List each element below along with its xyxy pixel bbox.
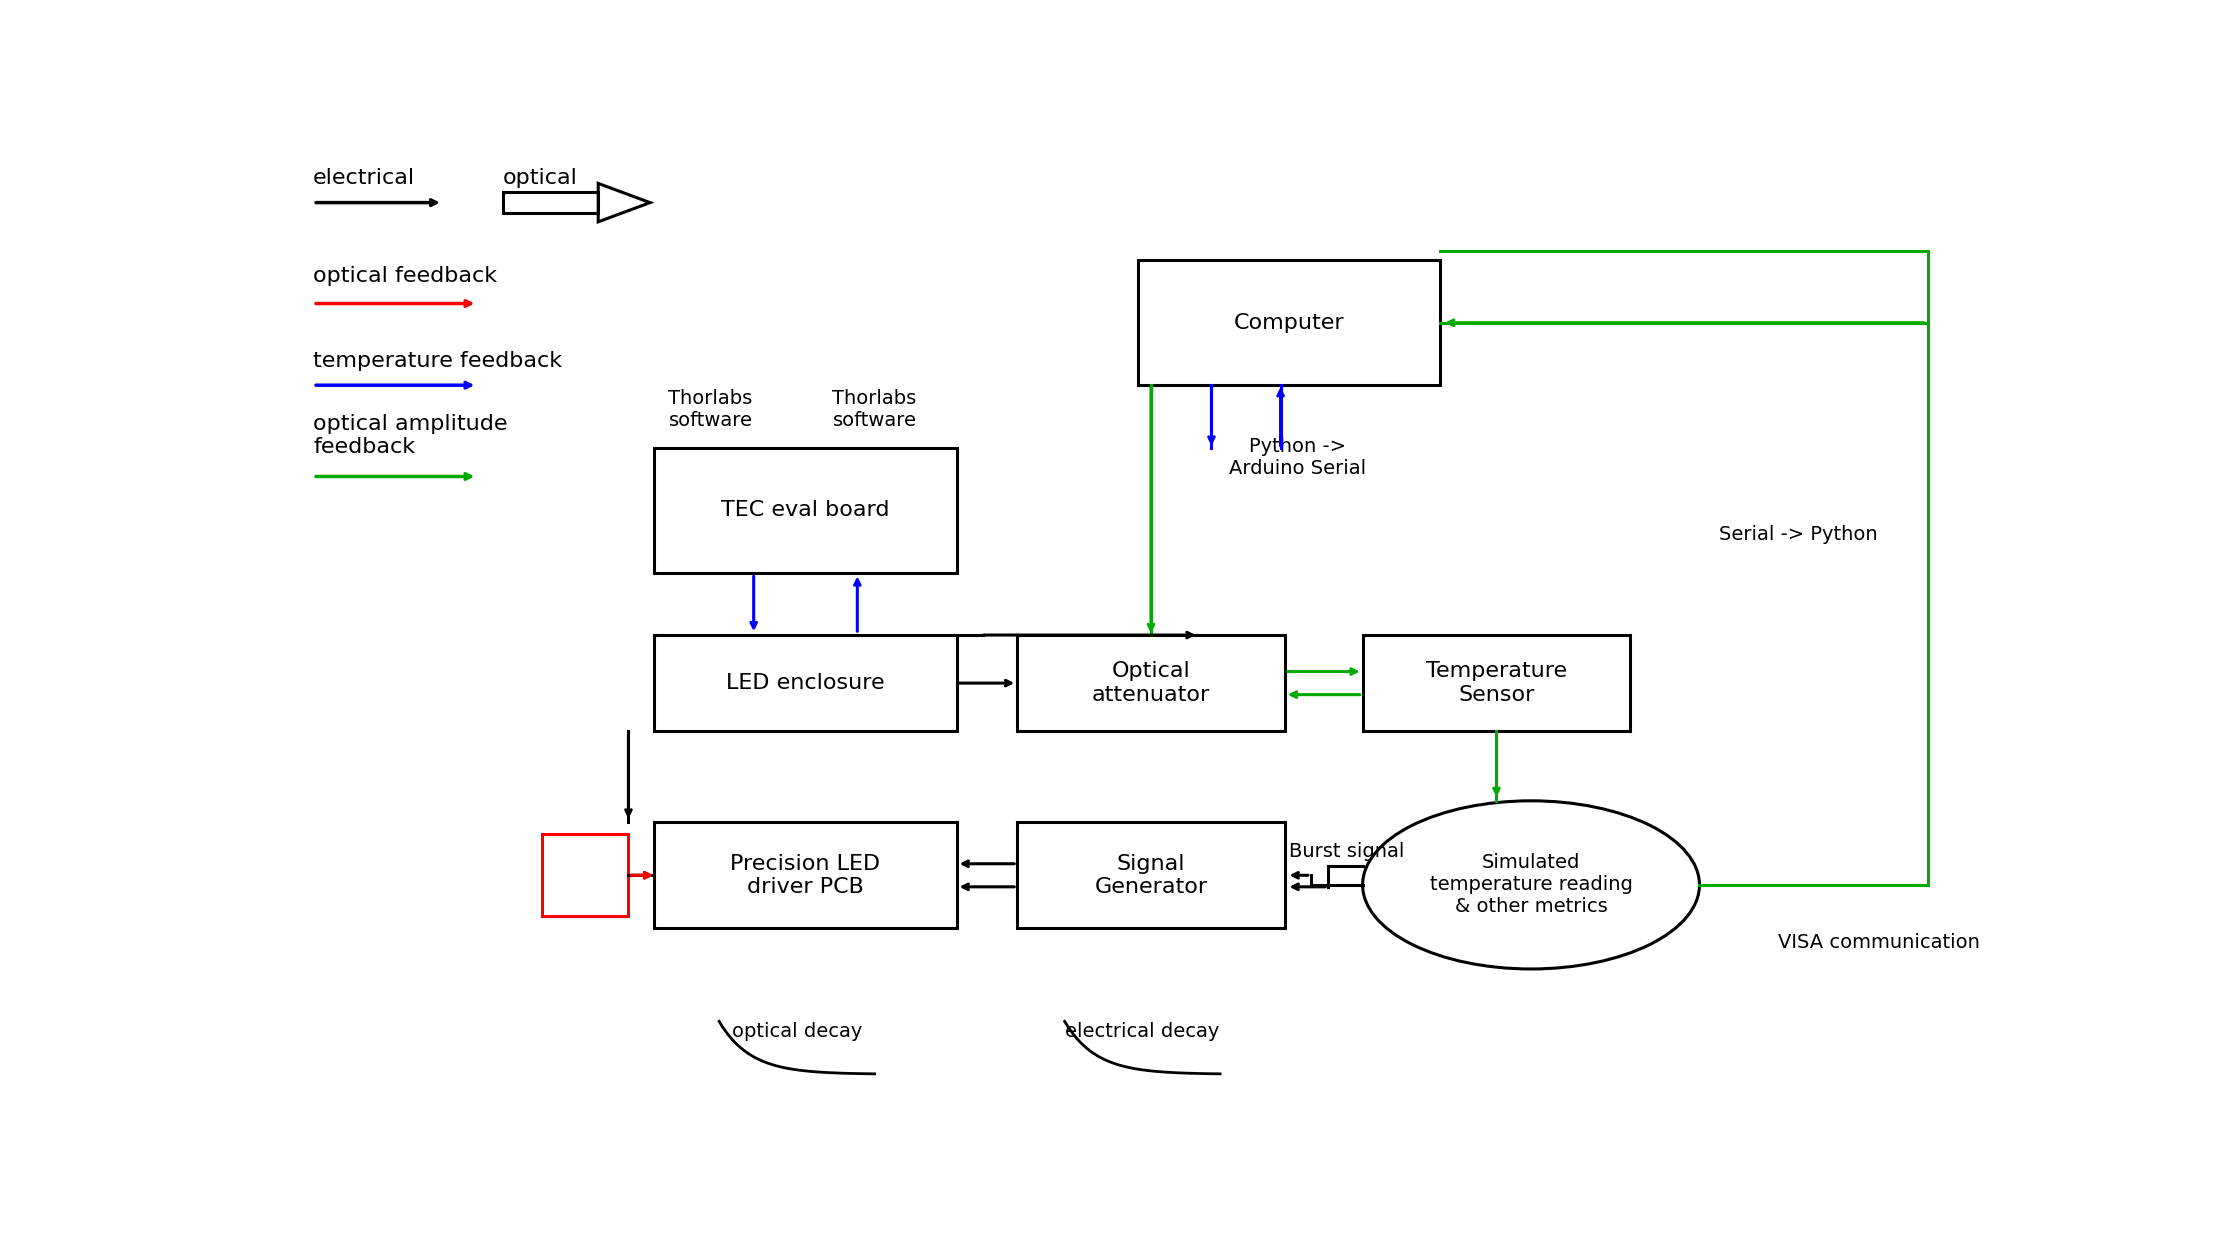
Text: optical: optical	[504, 168, 577, 188]
Text: Serial -> Python: Serial -> Python	[1719, 524, 1879, 544]
Text: Computer: Computer	[1235, 313, 1344, 333]
FancyBboxPatch shape	[1016, 635, 1284, 731]
Text: TEC eval board: TEC eval board	[722, 500, 889, 520]
Text: Thorlabs
software: Thorlabs software	[669, 388, 753, 429]
Ellipse shape	[1362, 801, 1698, 968]
Text: optical amplitude
feedback: optical amplitude feedback	[312, 414, 508, 457]
Text: optical decay: optical decay	[731, 1022, 863, 1041]
Text: electrical: electrical	[312, 168, 415, 188]
FancyBboxPatch shape	[1362, 635, 1629, 731]
Text: Thorlabs
software: Thorlabs software	[831, 388, 916, 429]
Text: Python ->
Arduino Serial: Python -> Arduino Serial	[1228, 437, 1366, 478]
Text: Signal
Generator: Signal Generator	[1094, 854, 1208, 897]
FancyBboxPatch shape	[655, 635, 956, 731]
Text: Optical
attenuator: Optical attenuator	[1092, 661, 1210, 705]
Text: LED enclosure: LED enclosure	[727, 673, 885, 693]
FancyBboxPatch shape	[1139, 261, 1440, 386]
Text: Simulated
temperature reading
& other metrics: Simulated temperature reading & other me…	[1429, 854, 1632, 916]
Text: electrical decay: electrical decay	[1065, 1022, 1219, 1041]
FancyBboxPatch shape	[655, 822, 956, 929]
Text: Burst signal: Burst signal	[1288, 841, 1404, 861]
Text: temperature feedback: temperature feedback	[312, 351, 562, 371]
FancyBboxPatch shape	[655, 448, 956, 573]
FancyBboxPatch shape	[1016, 822, 1284, 929]
Text: optical feedback: optical feedback	[312, 266, 497, 286]
Text: Precision LED
driver PCB: Precision LED driver PCB	[731, 854, 880, 897]
Text: Temperature
Sensor: Temperature Sensor	[1427, 661, 1567, 705]
FancyBboxPatch shape	[542, 835, 629, 916]
Text: VISA communication: VISA communication	[1779, 934, 1979, 952]
